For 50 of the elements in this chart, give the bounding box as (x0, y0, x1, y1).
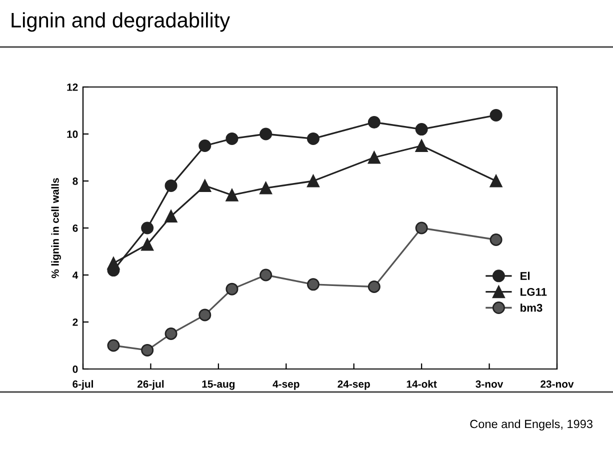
point (226, 188, 238, 202)
y-tick-label: 4 (72, 272, 78, 279)
point (198, 308, 212, 322)
chart-title: Lignin and degradability (12, 12, 230, 32)
point (368, 151, 380, 164)
y-tick-label: 12 (67, 84, 78, 91)
legend-label: bm3 (520, 304, 542, 312)
y-tick-label: 8 (72, 178, 78, 185)
x-tick-label: 24-sep (338, 380, 370, 390)
point (141, 222, 154, 234)
y-tick-label: 6 (72, 224, 78, 232)
point (164, 210, 178, 222)
point (415, 222, 428, 234)
x-tick-label: 14-okt (406, 380, 437, 388)
point (141, 344, 154, 356)
y-tick-label: 0 (72, 366, 78, 373)
x-tick-label: 6-jul (72, 380, 93, 390)
point (415, 140, 428, 152)
x-tick-label: 3-nov (476, 380, 504, 388)
legend-label: El (520, 272, 530, 280)
point (164, 179, 178, 192)
point (306, 278, 320, 291)
legend-label: LG11 (520, 288, 547, 296)
point (490, 174, 502, 188)
point (141, 238, 154, 251)
point (415, 123, 428, 136)
x-tick-label: 26-jul (137, 380, 164, 390)
point (260, 128, 272, 140)
y-axis-title: % lignin in cell walls (51, 178, 61, 278)
x-tick-label: 4-sep (272, 380, 300, 390)
point (226, 282, 238, 296)
point (260, 182, 272, 194)
text: Cone and Engels, 1993 (470, 419, 592, 431)
point (490, 234, 502, 246)
point (198, 179, 212, 192)
point (226, 132, 238, 145)
point (306, 174, 320, 188)
x-tick-label: 15-aug (202, 380, 235, 390)
point (107, 257, 120, 270)
y-tick-label: 10 (67, 130, 78, 138)
y-tick-label: 2 (72, 318, 78, 326)
point (490, 108, 502, 122)
point (306, 132, 320, 145)
point (107, 339, 120, 352)
point (198, 140, 212, 152)
point (260, 268, 272, 282)
point (368, 280, 380, 293)
x-tick-label: 23-nov (540, 380, 574, 388)
point (368, 116, 380, 128)
point (164, 328, 178, 340)
